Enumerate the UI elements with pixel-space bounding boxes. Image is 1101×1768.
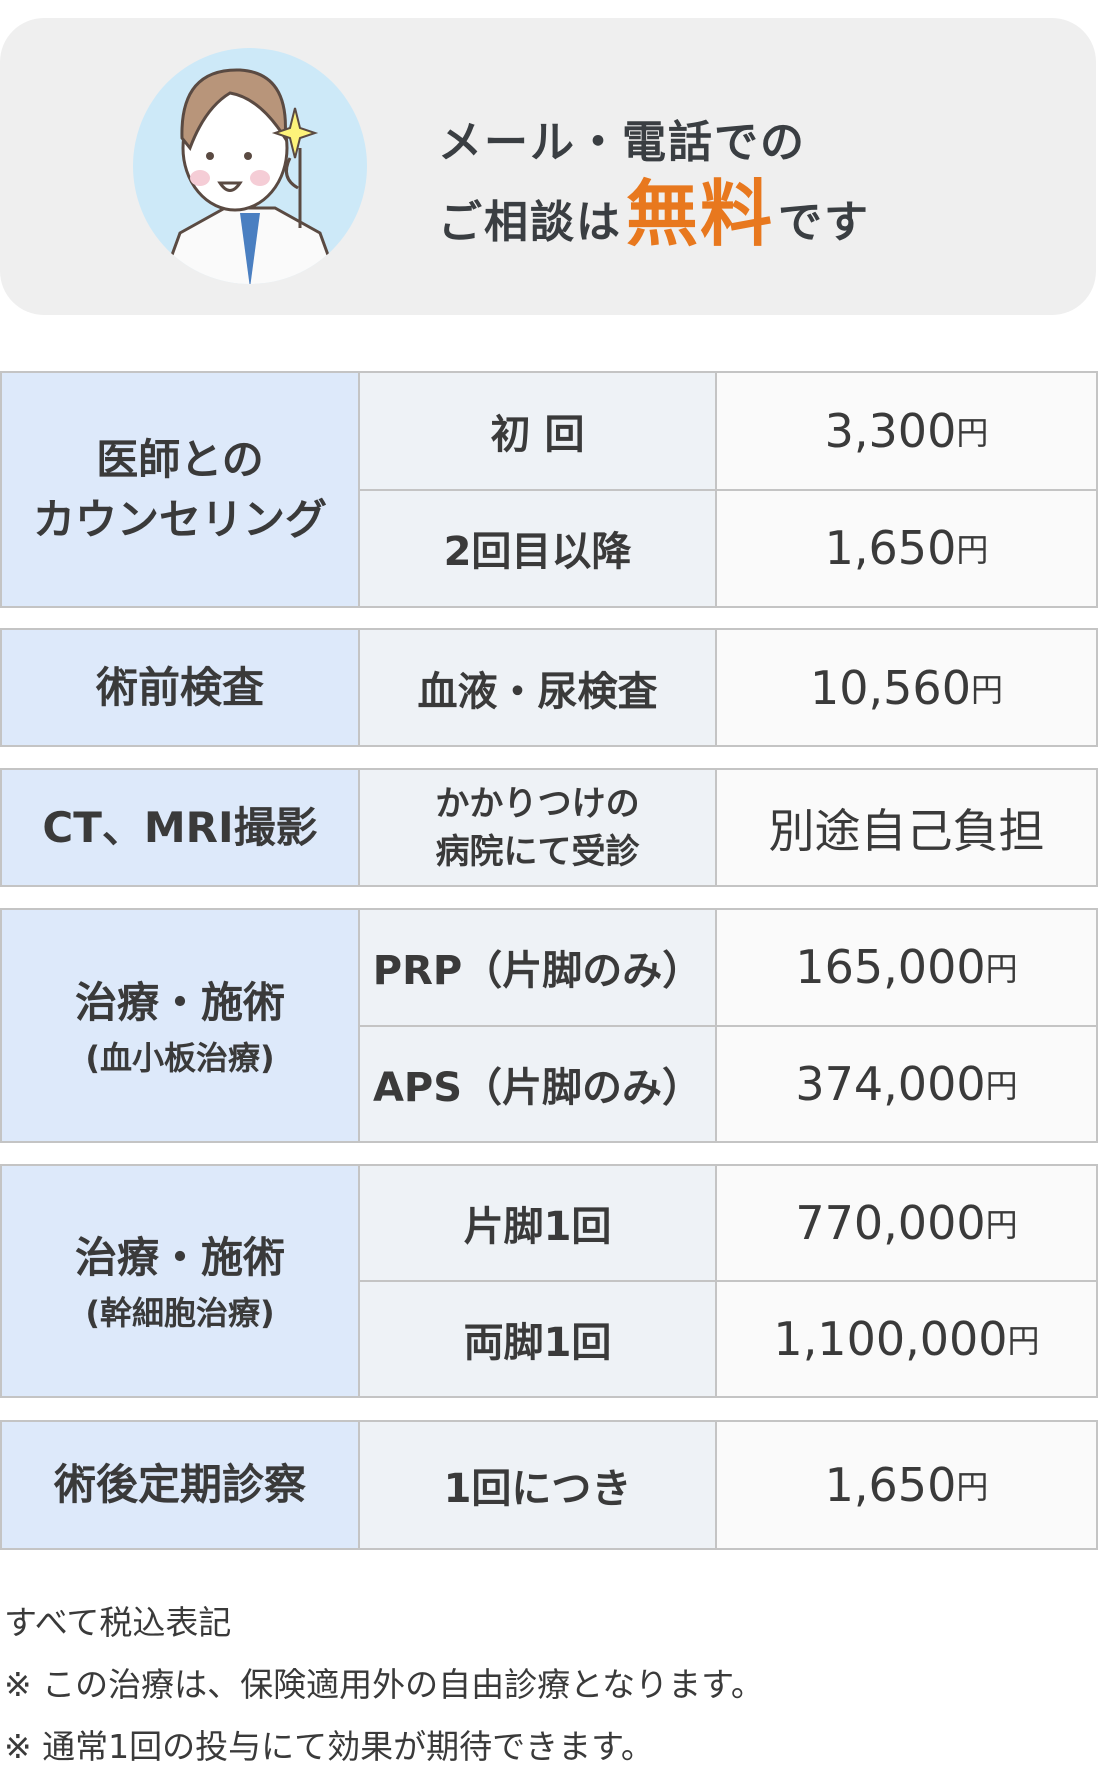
item-label: 初 回 [490, 411, 585, 458]
category-cell: 術前検査 [2, 630, 360, 745]
item-cell: APS（片脚のみ） [360, 1026, 717, 1141]
price-value: 165,000 [795, 940, 986, 995]
item-cell: 1回につき [360, 1422, 717, 1548]
category-cell: 術後定期診察 [2, 1422, 360, 1548]
price-value: 1,650 [824, 521, 957, 576]
note-tax: すべて税込表記 [4, 1603, 232, 1642]
price-unit: 円 [1007, 1322, 1040, 1360]
item-label: PRP（片脚のみ） [372, 948, 703, 995]
item-cell: 血液・尿検査 [360, 630, 717, 745]
table-row: 2回目以降 1,650 円 [360, 488, 1096, 606]
doctor-illustration-icon [133, 48, 367, 284]
banner-line2: ご相談は 無料 です [438, 178, 870, 250]
price-unit: 円 [985, 1066, 1018, 1105]
price-unit: 円 [956, 1468, 989, 1506]
item-cell: かかりつけの 病院にて受診 [360, 770, 717, 885]
category-sublabel: (幹細胞治療) [85, 1294, 275, 1332]
item-label: 2回目以降 [443, 529, 632, 576]
price-group: 治療・施術 (幹細胞治療) 片脚1回 770,000 円両脚1回 1,100,000 円 [0, 1164, 1098, 1398]
category-label: 医師との [96, 434, 264, 484]
price-group: CT、MRI撮影 かかりつけの 病院にて受診 別途自己負担 [0, 768, 1098, 887]
price-value: 10,560 [810, 660, 971, 715]
category-label: 術前検査 [95, 662, 264, 712]
price-unit: 円 [985, 950, 1018, 989]
category-label: カウンセリング [32, 494, 327, 544]
table-row: 1回につき 1,650 円 [360, 1422, 1096, 1548]
category-cell: CT、MRI撮影 [2, 770, 360, 885]
price-value: 770,000 [795, 1196, 986, 1250]
item-cell: 2回目以降 [360, 490, 717, 606]
price-cell: 1,650 円 [717, 1422, 1096, 1548]
table-row: 片脚1回 770,000 円 [360, 1166, 1096, 1280]
category-cell: 医師とのカウンセリング [2, 373, 360, 606]
price-value: 374,000 [795, 1056, 986, 1111]
category-cell: 治療・施術 (幹細胞治療) [2, 1166, 360, 1396]
price-cell: 別途自己負担 [717, 770, 1096, 885]
category-label: 術後定期診察 [53, 1460, 306, 1509]
price-cell: 165,000 円 [717, 910, 1096, 1025]
price-group: 治療・施術 (血小板治療) PRP（片脚のみ） 165,000 円 APS（片脚のみ） 37… [0, 908, 1098, 1143]
item-label: かかりつけの [435, 783, 640, 824]
price-value: 3,300 [824, 403, 957, 458]
price-cell: 10,560 円 [717, 630, 1096, 745]
item-cell: 片脚1回 [360, 1166, 717, 1280]
table-row: かかりつけの 病院にて受診 別途自己負担 [360, 770, 1096, 885]
free-consultation-banner: メール・電話での ご相談は 無料 です [0, 18, 1096, 315]
note-effect: ※ 通常1回の投与にて効果が期待できます。 [4, 1727, 654, 1766]
item-label: 病院にて受診 [435, 831, 640, 872]
price-cell: 3,300 円 [717, 373, 1096, 489]
table-row: 血液・尿検査 10,560 円 [360, 630, 1096, 745]
item-cell: 初 回 [360, 373, 717, 489]
category-label: 治療・施術 [74, 977, 285, 1027]
item-label: 片脚1回 [463, 1204, 612, 1250]
category-cell: 治療・施術 (血小板治療) [2, 910, 360, 1141]
price-group: 術後定期診察 1回につき 1,650 円 [0, 1420, 1098, 1550]
price-unit: 円 [956, 413, 989, 452]
banner-suffix: です [778, 197, 871, 248]
price-value: 別途自己負担 [768, 803, 1045, 858]
price-unit: 円 [985, 1206, 1018, 1244]
price-value: 1,650 [824, 1458, 957, 1512]
item-label: 1回につき [443, 1466, 632, 1512]
table-row: APS（片脚のみ） 374,000 円 [360, 1024, 1096, 1141]
table-row: 両脚1回 1,100,000 円 [360, 1280, 1096, 1396]
banner-line1: メール・電話での [438, 117, 806, 168]
price-value: 1,100,000 [773, 1312, 1008, 1366]
banner-highlight-free: 無料 [626, 172, 775, 256]
price-group: 術前検査 血液・尿検査 10,560 円 [0, 628, 1098, 747]
item-label: 両脚1回 [463, 1320, 612, 1366]
item-cell: 両脚1回 [360, 1282, 717, 1396]
price-cell: 1,650 円 [717, 490, 1096, 606]
item-label: APS（片脚のみ） [372, 1064, 703, 1111]
price-unit: 円 [970, 670, 1003, 709]
category-label: CT、MRI撮影 [42, 802, 318, 852]
item-label: 血液・尿検査 [417, 668, 658, 715]
price-cell: 770,000 円 [717, 1166, 1096, 1280]
price-cell: 374,000 円 [717, 1026, 1096, 1141]
note-insurance: ※ この治療は、保険適用外の自由診療となります。 [4, 1665, 764, 1704]
price-group: 医師との カウンセリング初 回 3,300 円 2回目以降 1,650 円 [0, 371, 1098, 608]
banner-prefix: ご相談は [438, 197, 622, 248]
item-cell: PRP（片脚のみ） [360, 910, 717, 1025]
table-row: 初 回 3,300 円 [360, 373, 1096, 489]
category-label: 治療・施術 [74, 1233, 285, 1282]
price-unit: 円 [956, 531, 989, 570]
price-cell: 1,100,000 円 [717, 1282, 1096, 1396]
category-sublabel: (血小板治療) [85, 1038, 275, 1077]
table-row: PRP（片脚のみ） 165,000 円 [360, 910, 1096, 1025]
